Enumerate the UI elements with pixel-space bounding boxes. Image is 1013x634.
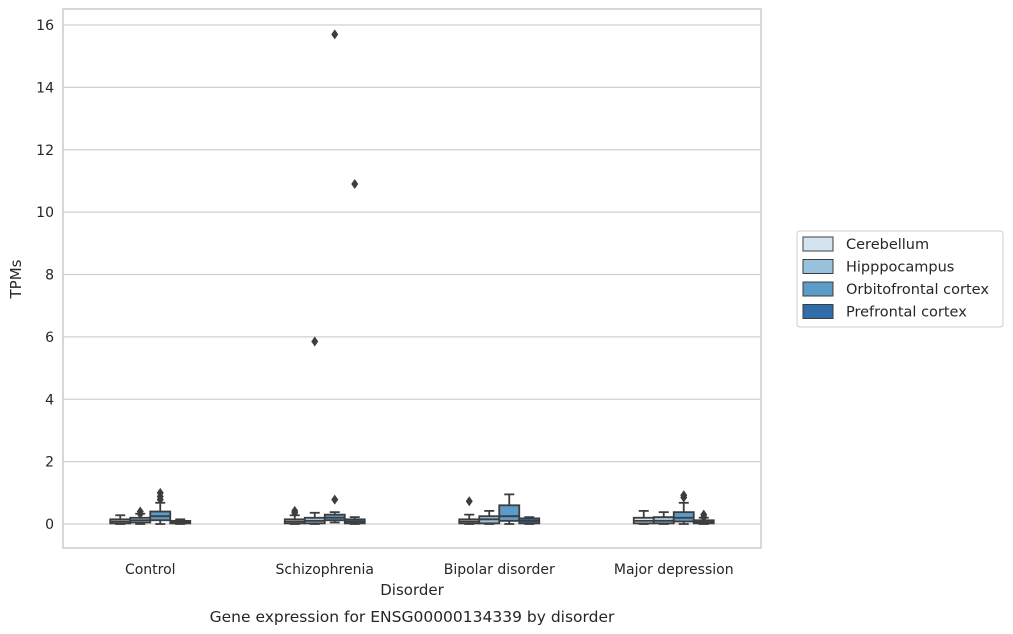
x-tick-label: Bipolar disorder [444, 562, 555, 578]
legend-swatch [802, 236, 834, 252]
plot-frame [62, 8, 762, 549]
box [498, 493, 521, 525]
box-body [498, 504, 521, 522]
box [169, 518, 192, 525]
outlier-point [700, 512, 708, 523]
y-tick-label: 16 [36, 18, 54, 34]
legend-swatch [802, 281, 834, 297]
legend-frame [796, 230, 1004, 328]
y-tick-labels: 0 2 4 6 8 10 12 14 16 [36, 18, 54, 533]
y-tick-label: 10 [36, 205, 54, 221]
box [518, 516, 541, 525]
legend-label: Prefrontal cortex [846, 305, 967, 321]
y-tick-label: 8 [45, 268, 54, 284]
box [458, 496, 481, 525]
y-tick-label: 0 [45, 517, 54, 533]
outlier-point [465, 496, 473, 507]
outlier-point [680, 492, 688, 503]
y-tick-label: 2 [45, 455, 54, 471]
box [672, 490, 695, 525]
box [323, 29, 346, 524]
x-tick-labels: Control Schizophrenia Bipolar disorder Majo… [125, 562, 734, 578]
x-axis-label: Disorder [380, 581, 444, 599]
box [343, 179, 366, 525]
x-tick-label: Control [125, 562, 176, 578]
legend-label: Orbitofrontal cortex [846, 282, 989, 298]
outlier-point [351, 179, 359, 190]
outlier-point [331, 494, 339, 505]
y-tick-label: 12 [36, 143, 54, 159]
legend-label: Hipppocampus [846, 260, 954, 276]
outlier-point [136, 509, 144, 520]
x-tick-label: Major depression [614, 562, 734, 578]
box-series [109, 29, 715, 525]
outlier-point [291, 507, 299, 518]
x-tick-label: Schizophrenia [276, 562, 374, 578]
outlier-point [156, 494, 164, 505]
y-tick-label: 6 [45, 330, 54, 346]
plot-background [63, 9, 761, 548]
legend-swatch [802, 304, 834, 319]
legend-swatch [802, 259, 834, 274]
legend-label: Cerebellum [846, 237, 929, 253]
y-gridlines [63, 24, 761, 525]
y-axis-label: TPMs [7, 259, 25, 299]
box-body [672, 511, 695, 523]
box [692, 509, 715, 525]
box [149, 487, 172, 525]
box [283, 505, 306, 525]
outlier-point [311, 336, 319, 347]
chart-caption: Gene expression for ENSG00000134339 by d… [210, 608, 615, 626]
y-tick-label: 14 [36, 80, 54, 96]
legend: Cerebellum Hipppocampus Orbitofrontal cort… [796, 230, 1004, 328]
outlier-point [331, 29, 339, 40]
y-tick-label: 4 [45, 392, 54, 408]
